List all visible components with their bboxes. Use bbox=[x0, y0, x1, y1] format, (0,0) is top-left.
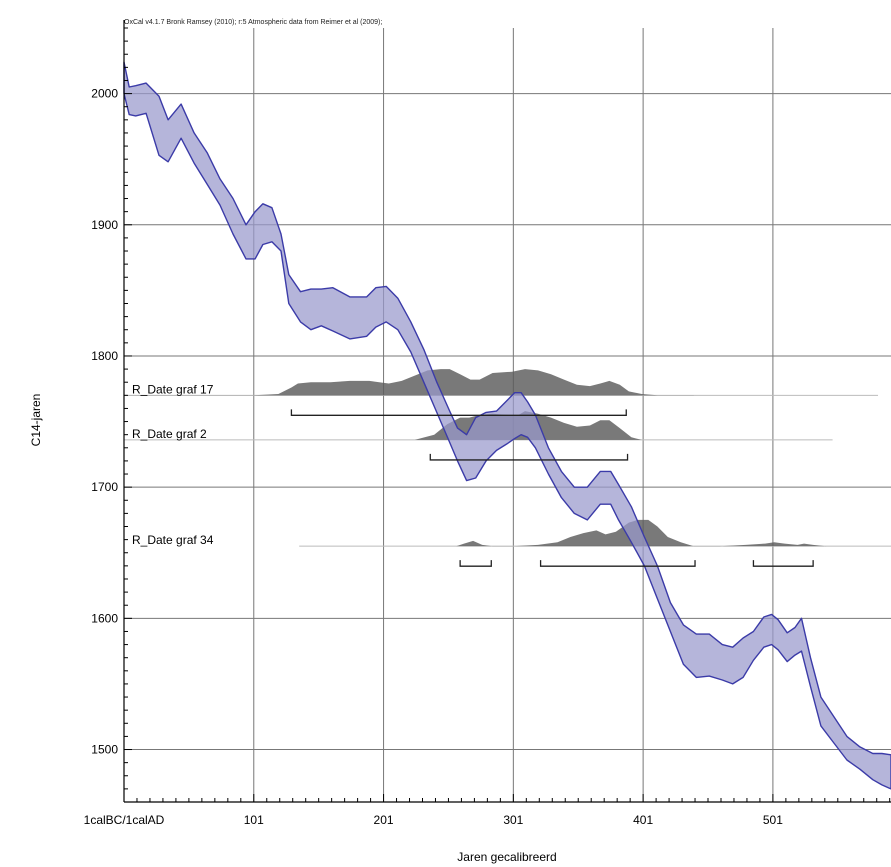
sample-density bbox=[124, 369, 694, 396]
x-axis-title: Jaren gecalibreerd bbox=[457, 850, 556, 864]
oxcal-credit: OxCal v4.1.7 Bronk Ramsey (2010); r:5 At… bbox=[124, 19, 382, 26]
range-bracket bbox=[290, 409, 627, 416]
x-tick-label: 201 bbox=[374, 813, 394, 827]
calibration-curve bbox=[123, 61, 891, 790]
y-axis-title: C14-jaren bbox=[29, 394, 43, 447]
x-tick-label: 101 bbox=[244, 813, 264, 827]
x-tick-label: 1calBC/1calAD bbox=[84, 813, 165, 827]
range-bracket bbox=[752, 560, 814, 567]
axes: 1calBC/1calAD 101 201 301 401 501 1500 1600 1700… bbox=[84, 20, 891, 827]
sample-label: R_Date graf 34 bbox=[132, 533, 214, 547]
x-tick-label: 301 bbox=[503, 813, 523, 827]
y-tick-label: 1500 bbox=[91, 743, 118, 757]
confidence-ranges bbox=[290, 409, 814, 567]
y-tick-label: 1600 bbox=[91, 611, 118, 625]
y-tick-label: 1800 bbox=[91, 349, 118, 363]
y-tick-label: 2000 bbox=[91, 87, 118, 101]
y-tick-label: 1700 bbox=[91, 480, 118, 494]
range-bracket bbox=[539, 560, 696, 567]
calibration-band bbox=[123, 61, 891, 790]
x-tick-label: 401 bbox=[633, 813, 653, 827]
sample-label: R_Date graf 17 bbox=[132, 382, 214, 396]
sample-distributions: R_Date graf 17 R_Date graf 2 R_Date graf 3… bbox=[124, 369, 891, 547]
sample-label: R_Date graf 2 bbox=[132, 427, 207, 441]
grid bbox=[124, 28, 891, 802]
y-tick-label: 1900 bbox=[91, 218, 118, 232]
range-bracket bbox=[459, 560, 492, 567]
range-bracket bbox=[429, 453, 629, 461]
x-tick-label: 501 bbox=[763, 813, 783, 827]
